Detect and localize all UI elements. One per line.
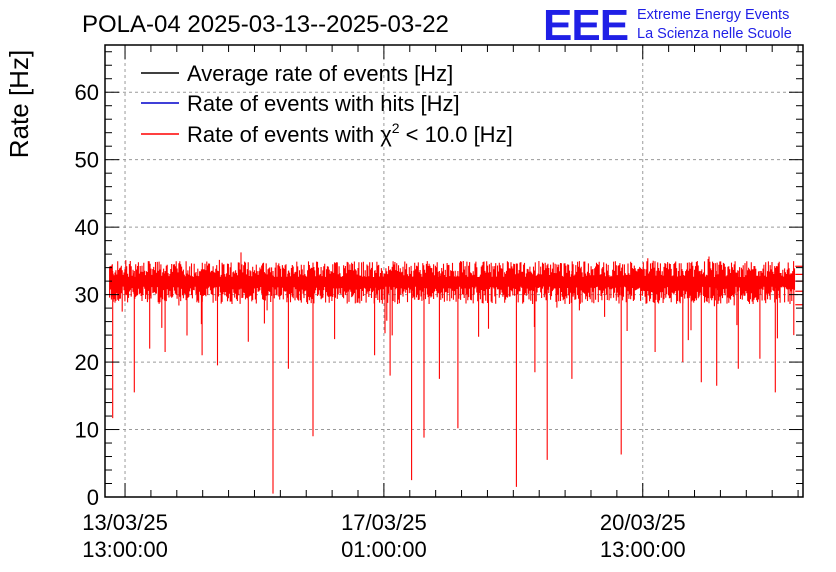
legend-label-1: Rate of events with hits [Hz] <box>187 91 460 116</box>
legend: Average rate of events [Hz] Rate of event… <box>141 61 513 147</box>
grid-lines <box>105 45 803 497</box>
y-tick-label-0: 0 <box>87 485 99 510</box>
eee-logo: EEE Extreme Energy Events La Scienza nel… <box>543 1 792 50</box>
eee-logo-mark: EEE <box>543 1 628 50</box>
y-tick-label-40: 40 <box>75 215 99 240</box>
series-layer <box>109 252 803 494</box>
y-tick-label-50: 50 <box>75 148 99 173</box>
plot-border <box>104 44 804 498</box>
x-tick-time-1: 01:00:00 <box>341 537 427 562</box>
legend-label-0: Average rate of events [Hz] <box>187 61 453 86</box>
x-tick-date-2: 20/03/25 <box>600 510 686 535</box>
x-tick-time-2: 13:00:00 <box>600 537 686 562</box>
plot-frame <box>104 44 804 498</box>
y-tick-label-20: 20 <box>75 350 99 375</box>
series-line-chi2 <box>109 252 796 494</box>
x-tick-time-0: 13:00:00 <box>82 537 168 562</box>
legend-label-2: Rate of events with χ2 < 10.0 [Hz] <box>187 120 513 147</box>
y-tick-label-30: 30 <box>75 283 99 308</box>
y-tick-label-10: 10 <box>75 418 99 443</box>
y-tick-label-60: 60 <box>75 80 99 105</box>
x-tick-date-1: 17/03/25 <box>341 510 427 535</box>
y-axis-ticks: 0 10 20 30 40 50 60 <box>75 51 803 510</box>
y-axis-label: Rate [Hz] <box>4 50 34 158</box>
eee-logo-line2: La Scienza nelle Scuole <box>637 26 792 42</box>
eee-logo-line1: Extreme Energy Events <box>637 7 789 23</box>
chart-title: POLA-04 2025-03-13--2025-03-22 <box>82 11 449 38</box>
x-axis-ticks: 13/03/2513:00:0017/03/2501:00:0020/03/25… <box>82 45 799 562</box>
x-tick-date-0: 13/03/25 <box>82 510 168 535</box>
